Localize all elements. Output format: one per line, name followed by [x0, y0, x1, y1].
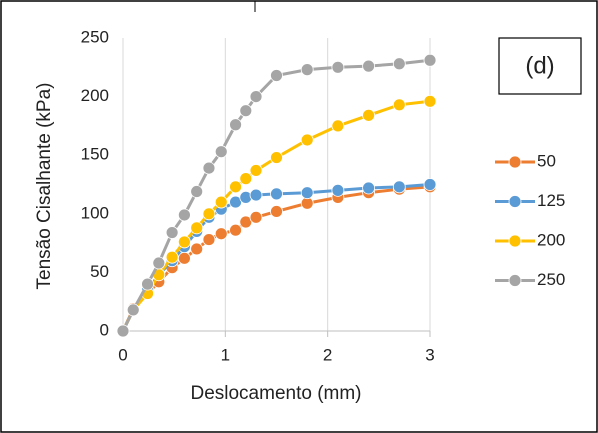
data-point — [249, 164, 263, 177]
data-point — [214, 195, 228, 209]
data-point — [214, 227, 228, 241]
data-point — [165, 226, 179, 239]
data-point — [141, 277, 154, 291]
data-point — [190, 242, 204, 256]
data-point — [300, 186, 314, 200]
data-point — [177, 208, 191, 222]
data-point — [249, 90, 263, 103]
data-point — [126, 303, 140, 317]
data-point — [249, 210, 263, 224]
data-point — [190, 185, 204, 198]
legend-label: 125 — [537, 191, 565, 210]
data-point — [177, 235, 191, 249]
y-tick-label: 200 — [81, 86, 109, 105]
data-point — [331, 119, 345, 133]
data-point — [270, 187, 283, 201]
x-tick-label: 2 — [323, 345, 332, 364]
data-point — [202, 233, 216, 246]
data-point — [423, 53, 437, 67]
data-point — [300, 63, 314, 77]
y-tick-label: 150 — [81, 145, 109, 164]
data-point — [270, 205, 283, 218]
annotation-box — [498, 37, 582, 95]
data-point — [423, 178, 437, 191]
data-point — [362, 181, 376, 195]
data-point — [300, 133, 314, 147]
data-point — [152, 256, 166, 270]
data-point — [202, 161, 216, 175]
x-tick-label: 3 — [425, 345, 434, 364]
data-point — [392, 98, 406, 112]
legend-marker — [508, 274, 522, 287]
data-point — [392, 180, 406, 194]
data-point — [116, 324, 130, 338]
y-axis-label: Tensão Cisalhante (kPa) — [34, 83, 55, 290]
data-point — [202, 207, 216, 221]
data-point — [249, 188, 263, 202]
y-tick-label: 50 — [90, 262, 109, 281]
x-tick-label: 1 — [221, 345, 230, 364]
data-point — [362, 59, 376, 73]
annotation: (d) — [525, 52, 554, 79]
y-tick-label: 0 — [100, 320, 109, 339]
data-point — [214, 145, 228, 159]
data-point — [392, 57, 406, 71]
legend-marker — [508, 155, 522, 169]
legend-marker — [508, 234, 522, 248]
legend-label: 250 — [537, 270, 565, 289]
data-point — [331, 183, 345, 197]
x-tick-label: 0 — [118, 345, 127, 364]
legend-label: 200 — [537, 230, 565, 249]
data-point — [190, 221, 204, 235]
data-point — [423, 94, 437, 108]
y-tick-label: 250 — [81, 27, 109, 46]
legend-marker — [508, 195, 522, 208]
x-axis-label: Deslocamento (mm) — [190, 383, 361, 404]
data-point — [331, 60, 345, 74]
data-point — [177, 251, 191, 265]
data-point — [229, 118, 242, 132]
data-point — [362, 108, 376, 122]
data-point — [239, 172, 253, 186]
data-point — [229, 180, 242, 194]
data-point — [239, 104, 253, 118]
data-point — [165, 250, 179, 264]
y-tick-label: 100 — [81, 203, 109, 222]
data-point — [270, 69, 283, 82]
data-point — [229, 223, 242, 237]
data-point — [270, 151, 283, 164]
legend-label: 50 — [537, 151, 556, 170]
